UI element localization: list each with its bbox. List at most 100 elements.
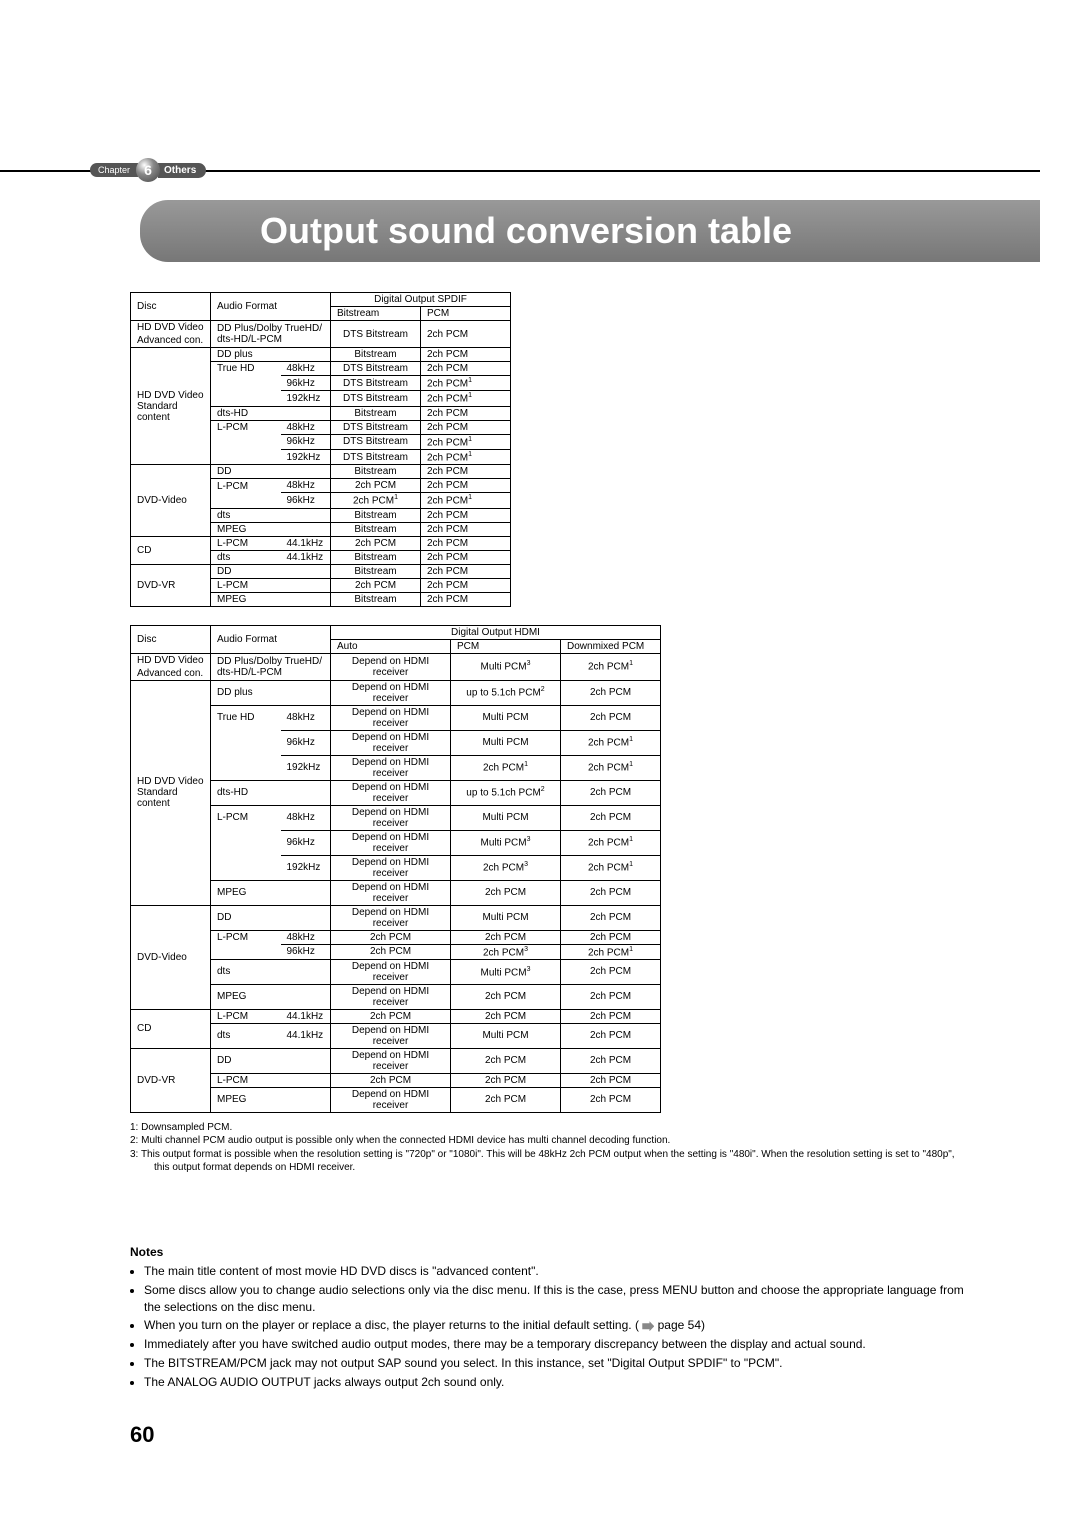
chapter-tab: Chapter 6 Others: [90, 160, 206, 180]
table-row: True HD48kHzDepend on HDMI receiverMulti…: [131, 705, 661, 730]
table-cell: DD Plus/Dolby TrueHD/dts-HD/L-PCM: [211, 321, 331, 348]
table-cell: MPEG: [211, 522, 331, 536]
table-cell: Depend on HDMI receiver: [331, 780, 451, 805]
table-cell: 2ch PCM: [331, 479, 421, 493]
table-cell: 2ch PCM: [331, 1009, 451, 1023]
table-row: 96kHzDepend on HDMI receiverMulti PCM32c…: [131, 830, 661, 855]
table-cell: 2ch PCM: [421, 592, 511, 606]
table-cell: 2ch PCM: [451, 880, 561, 905]
table-cell: Multi PCM: [451, 705, 561, 730]
table-row: DiscAudio FormatDigital Output HDMI: [131, 625, 661, 639]
table-cell: HD DVD Video: [131, 653, 211, 667]
table-row: 192kHzDepend on HDMI receiver2ch PCM12ch…: [131, 755, 661, 780]
table-cell: PCM: [451, 639, 561, 653]
note-item: When you turn on the player or replace a…: [144, 1317, 970, 1334]
table-cell: 2ch PCM: [421, 578, 511, 592]
table-cell: Multi PCM: [451, 730, 561, 755]
table-row: MPEGDepend on HDMI receiver2ch PCM2ch PC…: [131, 984, 661, 1009]
table-cell: 44.1kHz: [281, 536, 331, 550]
table-cell: 96kHz: [281, 493, 331, 508]
table-cell: L-PCM: [211, 1009, 281, 1023]
page-number: 60: [130, 1422, 154, 1448]
table-row: HD DVD VideoStandardcontentDD plusBitstr…: [131, 348, 511, 362]
table-cell: 2ch PCM: [561, 1009, 661, 1023]
page-title: Output sound conversion table: [260, 210, 1020, 252]
table-cell: Disc: [131, 625, 211, 653]
table-cell: DTS Bitstream: [331, 376, 421, 391]
table-cell: 2ch PCM: [561, 680, 661, 705]
table-cell: 2ch PCM: [421, 362, 511, 376]
table-cell: Multi PCM: [451, 905, 561, 930]
table-cell: 48kHz: [281, 362, 331, 376]
table-cell: Bitstream: [331, 307, 421, 321]
notes-list: The main title content of most movie HD …: [130, 1263, 970, 1391]
table-cell: Downmixed PCM: [561, 639, 661, 653]
table-row: DVD-VideoDDDepend on HDMI receiverMulti …: [131, 905, 661, 930]
table-cell: 2ch PCM3: [451, 944, 561, 959]
table-cell: Auto: [331, 639, 451, 653]
note-item: Some discs allow you to change audio sel…: [144, 1282, 970, 1316]
table-cell: [211, 391, 281, 406]
table-cell: MPEG: [211, 984, 331, 1009]
table-cell: 2ch PCM: [451, 1009, 561, 1023]
table-cell: Multi PCM: [451, 1023, 561, 1048]
table-cell: HD DVD VideoStandardcontent: [131, 680, 211, 905]
table-cell: Bitstream: [331, 406, 421, 420]
table-cell: 2ch PCM1: [561, 653, 661, 680]
table-cell: DVD-Video: [131, 905, 211, 1009]
table-cell: True HD: [211, 362, 281, 376]
table-cell: 2ch PCM: [561, 805, 661, 830]
table-cell: Depend on HDMI receiver: [331, 1087, 451, 1112]
table-cell: Bitstream: [331, 508, 421, 522]
table-cell: Depend on HDMI receiver: [331, 755, 451, 780]
note-item: The BITSTREAM/PCM jack may not output SA…: [144, 1355, 970, 1372]
table-cell: Audio Format: [211, 293, 331, 321]
table-cell: [211, 755, 281, 780]
table-cell: 2ch PCM3: [451, 855, 561, 880]
table-cell: dts: [211, 508, 331, 522]
table-cell: [211, 730, 281, 755]
table-cell: DVD-VR: [131, 564, 211, 606]
table-cell: 2ch PCM: [421, 564, 511, 578]
table-cell: CD: [131, 1009, 211, 1048]
table-cell: [211, 855, 281, 880]
footnote: 1: Downsampled PCM.: [130, 1121, 970, 1135]
table-cell: up to 5.1ch PCM2: [451, 780, 561, 805]
table-cell: Depend on HDMI receiver: [331, 805, 451, 830]
table-cell: 2ch PCM1: [421, 434, 511, 449]
table-cell: Digital Output SPDIF: [331, 293, 511, 307]
table-cell: dts: [211, 959, 331, 984]
table-cell: Bitstream: [331, 348, 421, 362]
table-cell: Advanced con.: [131, 334, 211, 348]
table-cell: 44.1kHz: [281, 1009, 331, 1023]
table-cell: 2ch PCM: [331, 578, 421, 592]
table-cell: 2ch PCM: [561, 780, 661, 805]
table-row: dtsDepend on HDMI receiverMulti PCM32ch …: [131, 959, 661, 984]
table-cell: PCM: [421, 307, 511, 321]
table-row: 192kHzDepend on HDMI receiver2ch PCM32ch…: [131, 855, 661, 880]
table-cell: 2ch PCM: [421, 536, 511, 550]
table-cell: L-PCM: [211, 930, 281, 944]
table-cell: DTS Bitstream: [331, 449, 421, 464]
table-row: DVD-VideoDDBitstream2ch PCM: [131, 465, 511, 479]
table-cell: Depend on HDMI receiver: [331, 880, 451, 905]
table-cell: 2ch PCM: [561, 930, 661, 944]
table-row: HD DVD VideoDD Plus/Dolby TrueHD/dts-HD/…: [131, 653, 661, 667]
table-cell: [211, 376, 281, 391]
table-cell: 2ch PCM1: [561, 830, 661, 855]
hdmi-table: DiscAudio FormatDigital Output HDMIAutoP…: [130, 625, 661, 1113]
table-cell: 2ch PCM: [561, 1087, 661, 1112]
chapter-section: Others: [158, 163, 206, 178]
table-cell: L-PCM: [211, 805, 281, 830]
table-cell: DVD-VR: [131, 1048, 211, 1112]
table-cell: MPEG: [211, 880, 331, 905]
table-cell: DD Plus/Dolby TrueHD/dts-HD/L-PCM: [211, 653, 331, 680]
table-cell: DD: [211, 465, 331, 479]
table-cell: Depend on HDMI receiver: [331, 959, 451, 984]
table-row: L-PCM48kHzDepend on HDMI receiverMulti P…: [131, 805, 661, 830]
footnote: 2: Multi channel PCM audio output is pos…: [130, 1134, 970, 1148]
table-cell: 2ch PCM1: [421, 493, 511, 508]
table-cell: 2ch PCM: [421, 465, 511, 479]
table-cell: 2ch PCM: [421, 522, 511, 536]
table-row: L-PCM48kHz2ch PCM2ch PCM2ch PCM: [131, 930, 661, 944]
